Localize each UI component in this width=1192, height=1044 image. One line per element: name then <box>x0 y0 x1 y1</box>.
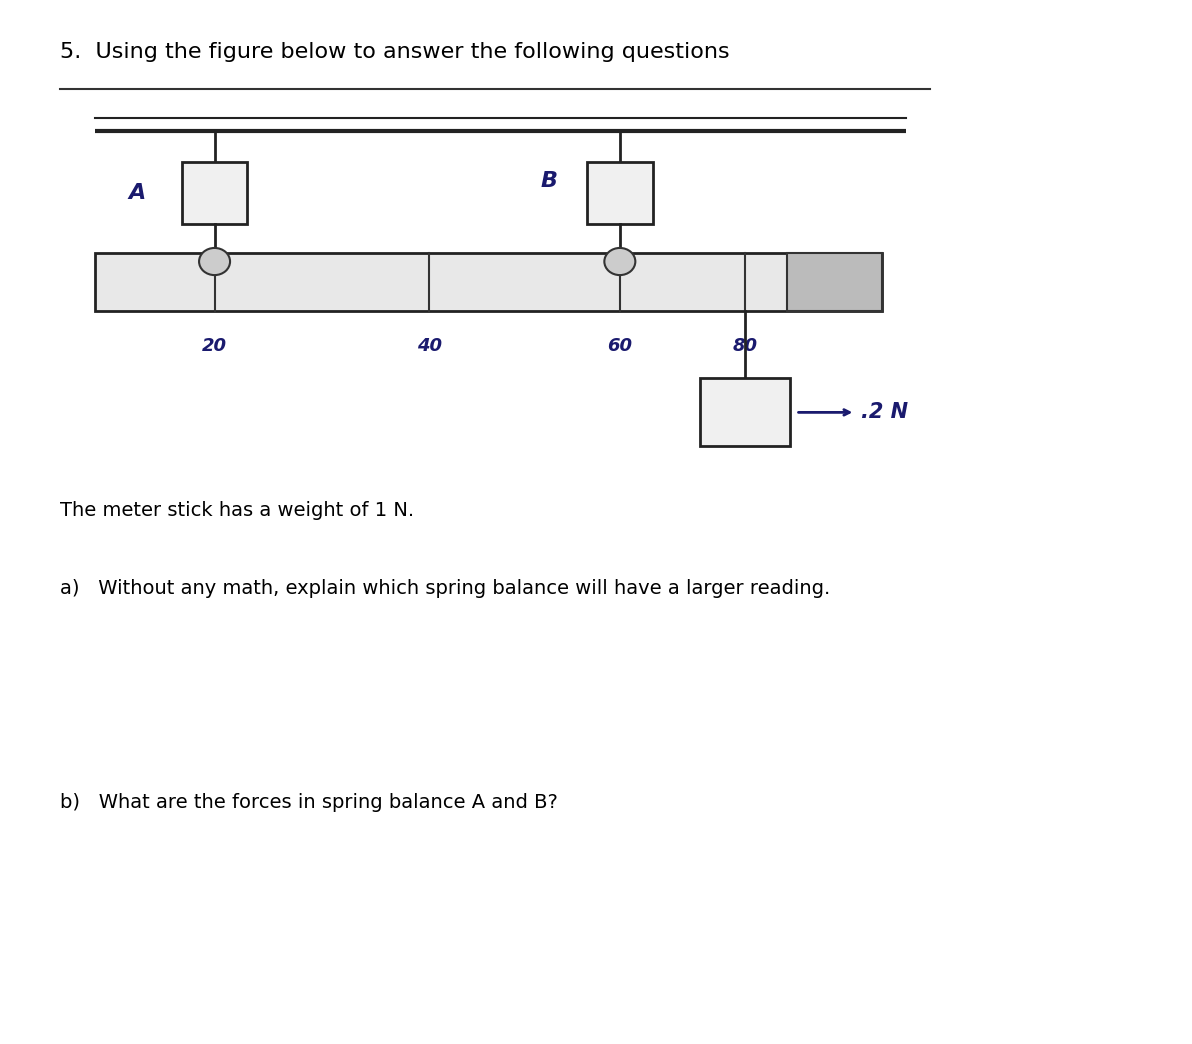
Text: B: B <box>540 170 557 191</box>
FancyBboxPatch shape <box>181 162 247 224</box>
Circle shape <box>604 248 635 276</box>
Circle shape <box>199 248 230 276</box>
FancyBboxPatch shape <box>586 162 653 224</box>
Text: 80: 80 <box>733 337 757 355</box>
Text: 20: 20 <box>203 337 226 355</box>
Text: A: A <box>129 183 147 204</box>
Text: .2N: .2N <box>725 402 765 423</box>
Text: .2 N: .2 N <box>861 402 908 423</box>
Text: 40: 40 <box>417 337 441 355</box>
Text: a)   Without any math, explain which spring balance will have a larger reading.: a) Without any math, explain which sprin… <box>60 579 830 598</box>
Text: b)   What are the forces in spring balance A and B?: b) What are the forces in spring balance… <box>60 793 558 812</box>
Text: 60: 60 <box>608 337 632 355</box>
FancyBboxPatch shape <box>701 379 789 447</box>
Text: 5.  Using the figure below to answer the following questions: 5. Using the figure below to answer the … <box>60 42 730 62</box>
FancyBboxPatch shape <box>95 254 882 311</box>
Text: The meter stick has a weight of 1 N.: The meter stick has a weight of 1 N. <box>60 501 414 520</box>
FancyBboxPatch shape <box>787 254 882 311</box>
